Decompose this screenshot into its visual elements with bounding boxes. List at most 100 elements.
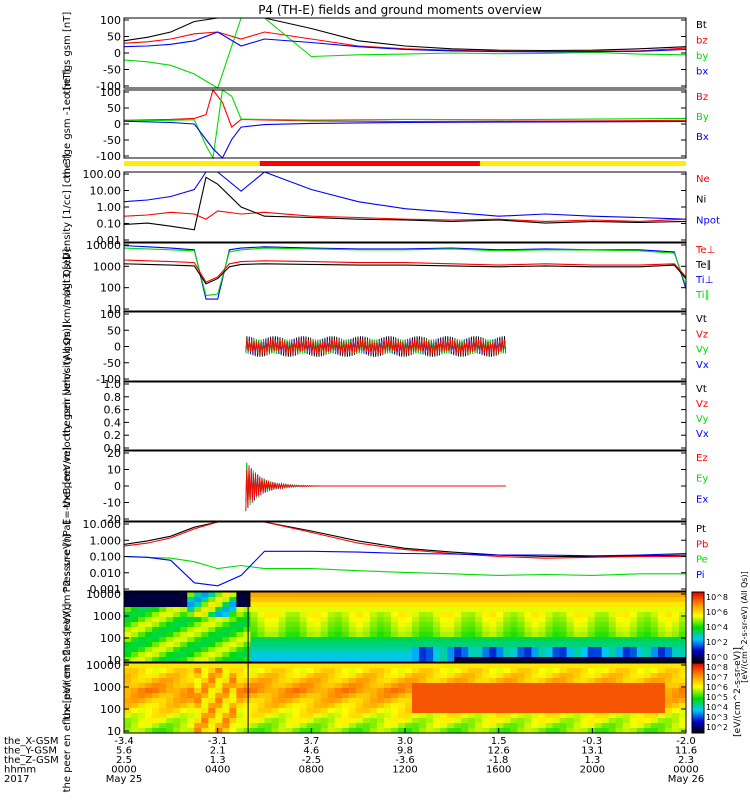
heatmap-cell — [292, 688, 301, 694]
colorbar-tick: 10^8 — [706, 663, 728, 672]
heatmap-cell — [587, 668, 596, 674]
x-axis-value: 12.6 — [488, 746, 510, 757]
y-tick-label: 0.100 — [90, 551, 122, 564]
heatmap-cell — [594, 622, 603, 628]
heatmap-cell — [243, 698, 251, 704]
heatmap-cell — [552, 703, 560, 709]
heatmap-cell — [615, 622, 624, 628]
heatmap-cell — [362, 673, 371, 679]
heatmap-cell — [285, 602, 294, 608]
heatmap-cell — [369, 703, 378, 709]
heatmap-cell — [138, 632, 146, 638]
heatmap-cell — [629, 632, 638, 638]
heatmap-cell — [376, 723, 385, 729]
heatmap-cell — [573, 637, 582, 643]
heatmap-cell — [348, 607, 357, 613]
heatmap-cell — [496, 703, 504, 709]
heatmap-cell — [475, 612, 483, 618]
heatmap-cell — [124, 632, 132, 638]
heatmap-cell — [629, 683, 638, 689]
colorbar-cell — [692, 660, 704, 662]
heatmap-cell — [355, 668, 364, 674]
heatmap-cell — [131, 637, 139, 643]
heatmap-cell — [376, 668, 385, 674]
heatmap-cell — [671, 652, 680, 658]
heatmap-cell — [650, 607, 659, 613]
heatmap-cell — [390, 703, 399, 709]
heatmap-cell — [496, 612, 504, 618]
heatmap-cell — [145, 602, 153, 608]
heatmap-cell — [222, 642, 230, 648]
heatmap-cell — [355, 617, 364, 623]
heatmap-cell — [257, 708, 265, 714]
heatmap-cell — [531, 683, 539, 689]
heatmap-cell — [671, 607, 680, 613]
colorbar-cell — [692, 723, 704, 725]
heatmap-cell — [138, 663, 146, 669]
heatmap-cell — [664, 612, 673, 618]
heatmap-cell — [559, 657, 567, 663]
heatmap-cell — [383, 683, 392, 689]
heatmap-cell — [671, 728, 680, 734]
heatmap-cell — [426, 693, 434, 699]
heatmap-cell — [433, 642, 441, 648]
heatmap-cell — [334, 627, 343, 633]
heatmap-cell — [320, 637, 329, 643]
heatmap-cell — [341, 657, 350, 663]
heatmap-cell — [496, 632, 504, 638]
heatmap-cell — [124, 688, 132, 694]
heatmap-cell — [236, 617, 244, 623]
series-line — [123, 247, 687, 297]
heatmap-cell — [510, 632, 518, 638]
heatmap-cell — [152, 683, 160, 689]
heatmap-cell — [454, 703, 462, 709]
heatmap-cell — [552, 652, 560, 658]
colorbar-cell — [692, 683, 704, 685]
heatmap-cell — [383, 592, 392, 598]
heatmap-cell — [152, 657, 160, 663]
heatmap-cell — [264, 728, 272, 734]
heatmap-cell — [440, 642, 448, 648]
heatmap-cell — [545, 728, 553, 734]
heatmap-cell — [278, 678, 286, 684]
heatmap-cell — [678, 612, 687, 618]
heatmap-cell — [482, 703, 490, 709]
heatmap-cell — [131, 627, 139, 633]
x-axis-value: 2.1 — [210, 746, 226, 757]
heatmap-cell — [412, 657, 420, 663]
heatmap-cell — [390, 693, 399, 699]
y-axis-label: E=-VxB [mV/m] — [62, 447, 73, 525]
heatmap-cell — [405, 673, 413, 679]
heatmap-cell — [615, 723, 624, 729]
heatmap-cell — [608, 657, 617, 663]
heatmap-cell — [622, 592, 631, 598]
heatmap-cell — [152, 607, 160, 613]
colorbar-tick: 10^2 — [706, 723, 728, 732]
heatmap-cell — [208, 698, 216, 704]
colorbar-cell — [692, 629, 704, 631]
heatmap-cell — [313, 688, 322, 694]
heatmap-cell — [383, 678, 392, 684]
colorbar-cell — [692, 640, 704, 642]
heatmap-cell — [678, 652, 687, 658]
heatmap-cell — [517, 708, 525, 714]
heatmap-cell — [531, 703, 539, 709]
heatmap-cell — [236, 602, 244, 608]
heatmap-cell — [250, 698, 258, 704]
heatmap-cell — [320, 698, 329, 704]
heatmap-cell — [145, 703, 153, 709]
heatmap-cell — [208, 617, 216, 623]
heatmap-cell — [180, 663, 188, 669]
heatmap-cell — [124, 683, 132, 689]
heatmap-cell — [152, 612, 160, 618]
x-axis-value: -2.0 — [676, 736, 696, 747]
heatmap-cell — [496, 713, 504, 719]
heatmap-cell — [447, 642, 455, 648]
heatmap-cell — [405, 723, 413, 729]
heatmap-cell — [587, 637, 596, 643]
heatmap-cell — [208, 713, 216, 719]
heatmap-cell — [664, 673, 673, 679]
heatmap-cell — [138, 688, 146, 694]
